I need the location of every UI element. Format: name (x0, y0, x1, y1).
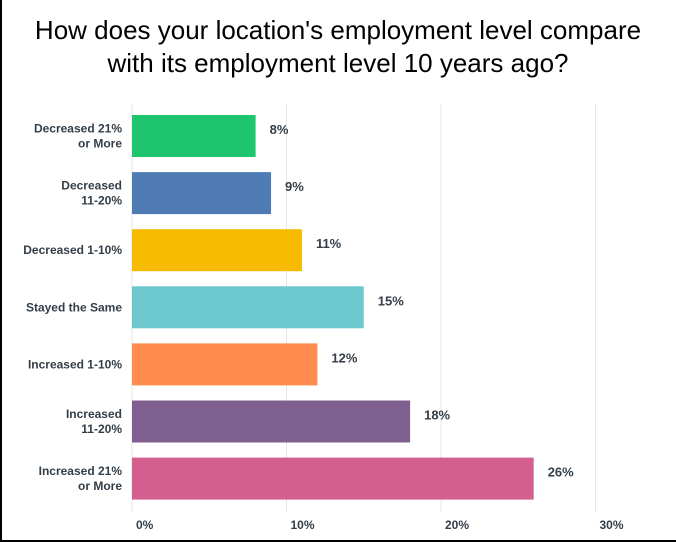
chart-title-line-2: with its employment level 10 years ago? (107, 48, 569, 78)
x-tick-label-30: 30% (600, 518, 624, 532)
bar-4 (132, 343, 318, 386)
bar-3 (132, 286, 364, 329)
value-label-5: 18% (424, 408, 450, 423)
grid-layer (131, 104, 596, 512)
bar-1 (132, 172, 272, 215)
category-label-6-line-0: Increased 21% (39, 464, 123, 478)
value-label-4: 12% (331, 350, 357, 365)
x-tick-label-20: 20% (445, 518, 469, 532)
category-label-0-line-1: or More (78, 137, 122, 151)
bar-5 (132, 400, 411, 443)
value-label-1: 9% (285, 179, 304, 194)
label-layer: 8%Decreased 21%or More9%Decreased11-20%1… (23, 122, 574, 494)
category-label-5-line-0: Increased (66, 407, 122, 421)
chart-title: How does your location's employment leve… (8, 14, 668, 80)
category-label-3-line-0: Stayed the Same (26, 300, 122, 314)
bar-2 (132, 229, 302, 272)
value-label-0: 8% (270, 122, 289, 137)
category-label-1-line-0: Decreased (61, 179, 122, 193)
chart-title-line-1: How does your location's employment leve… (34, 15, 642, 45)
category-label-0-line-0: Decreased 21% (34, 122, 122, 136)
x-tick-label-10: 10% (291, 518, 315, 532)
category-label-6-line-1: or More (78, 479, 122, 493)
value-label-3: 15% (378, 293, 404, 308)
value-label-2: 11% (316, 236, 342, 251)
category-label-5-line-1: 11-20% (81, 422, 122, 436)
category-label-4-line-0: Increased 1-10% (28, 357, 122, 371)
value-label-6: 26% (548, 465, 574, 480)
x-axis-ticks: 0% 10% 20% 30% (136, 518, 624, 532)
bar-6 (132, 457, 534, 500)
category-label-1-line-1: 11-20% (81, 194, 122, 208)
bar-0 (132, 115, 256, 157)
bar-layer (132, 115, 534, 500)
category-label-2-line-0: Decreased 1-10% (23, 243, 122, 257)
x-tick-label-0: 0% (136, 518, 154, 532)
